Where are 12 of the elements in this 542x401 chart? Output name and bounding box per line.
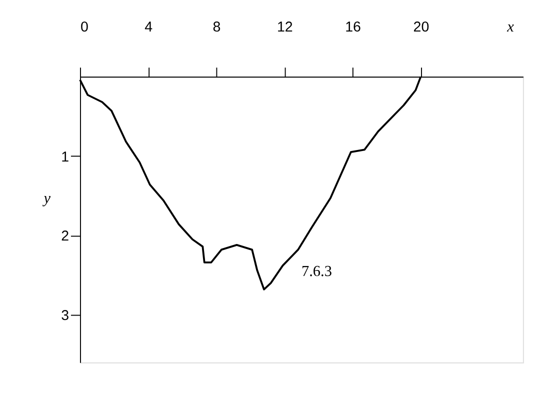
x-tick-label: 8 xyxy=(212,19,221,36)
x-tick-label: 12 xyxy=(276,19,293,36)
annotation: 7.6.3 xyxy=(301,262,332,280)
y-tick-label: 2 xyxy=(61,228,70,245)
y-tick-label: 1 xyxy=(61,149,70,166)
x-tick-label: 4 xyxy=(144,19,153,36)
y-tick-label: 3 xyxy=(61,308,70,324)
x-tick-label: 16 xyxy=(345,19,362,36)
x-tick-label: 20 xyxy=(413,19,430,36)
y-axis-title: y xyxy=(42,190,51,207)
x-tick-label: 0 xyxy=(80,19,88,36)
x-axis-title: x xyxy=(506,18,514,36)
